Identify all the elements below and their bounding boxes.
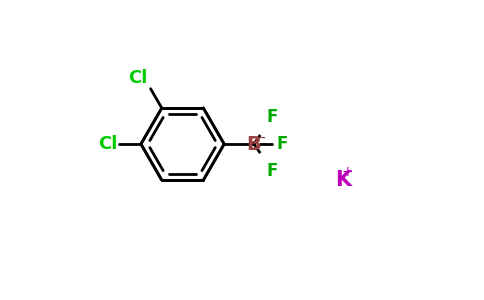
- Text: −: −: [255, 131, 267, 145]
- Text: K: K: [335, 170, 351, 190]
- Text: F: F: [267, 162, 278, 180]
- Text: B: B: [246, 135, 261, 154]
- Text: F: F: [277, 135, 288, 153]
- Text: Cl: Cl: [128, 69, 148, 87]
- Text: F: F: [267, 108, 278, 126]
- Text: +: +: [342, 165, 354, 179]
- Text: Cl: Cl: [98, 135, 117, 153]
